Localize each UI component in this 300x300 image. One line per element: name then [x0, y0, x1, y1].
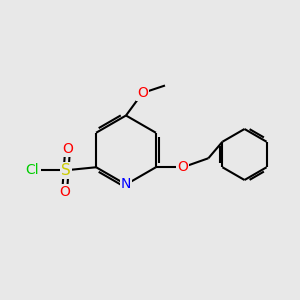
- Text: O: O: [59, 185, 70, 199]
- Text: O: O: [177, 160, 188, 174]
- Text: S: S: [61, 163, 71, 178]
- Text: N: N: [121, 178, 131, 191]
- Text: Cl: Cl: [26, 163, 39, 177]
- Text: O: O: [137, 86, 148, 100]
- Text: O: O: [62, 142, 73, 156]
